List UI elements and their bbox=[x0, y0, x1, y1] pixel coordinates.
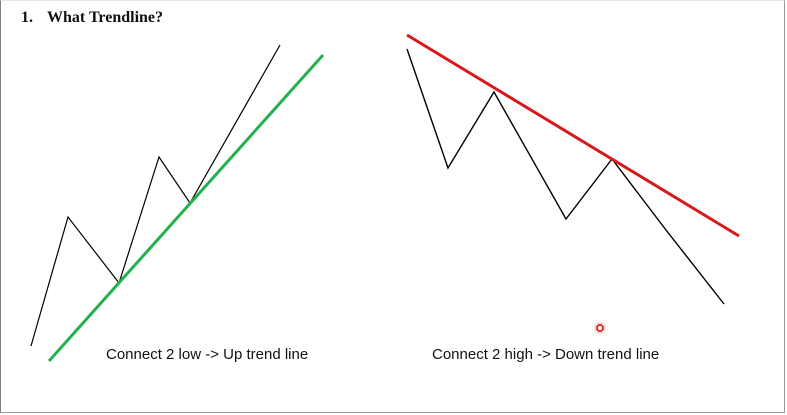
heading-number: 1. bbox=[21, 9, 33, 26]
heading-title: What Trendline? bbox=[47, 9, 164, 26]
downtrend-line bbox=[406, 33, 740, 238]
uptrend-line bbox=[47, 53, 325, 363]
downtrend-price-path bbox=[406, 48, 725, 305]
cursor-dot-icon bbox=[594, 322, 606, 334]
page-title: 1. What Trendline? bbox=[21, 9, 163, 27]
downtrend-caption: Connect 2 high -> Down trend line bbox=[432, 346, 660, 363]
uptrend-caption: Connect 2 low -> Up trend line bbox=[106, 346, 309, 363]
uptrend-price-path bbox=[30, 44, 281, 347]
